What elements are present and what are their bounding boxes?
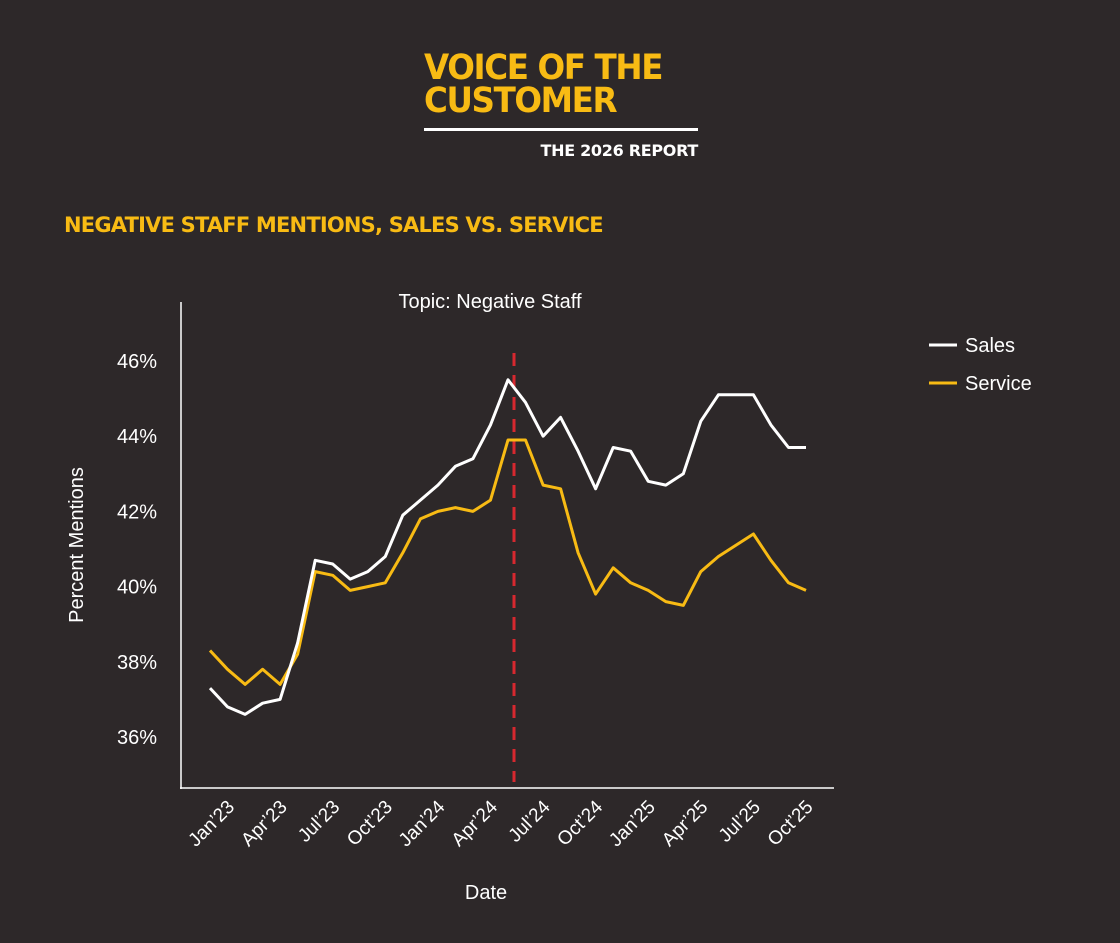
section-title: NEGATIVE STAFF MENTIONS, SALES VS. SERVI… bbox=[64, 213, 604, 237]
brand-title-line2: CUSTOMER bbox=[424, 81, 618, 121]
y-axis-label: Percent Mentions bbox=[66, 467, 88, 623]
y-tick-label: 46% bbox=[117, 351, 157, 373]
legend-label: Service bbox=[965, 373, 1032, 395]
y-tick-label: 40% bbox=[117, 577, 157, 599]
x-axis-label: Date bbox=[465, 882, 507, 904]
x-tick-label: Jan’23 bbox=[185, 797, 239, 851]
x-tick-label: Apr’23 bbox=[237, 797, 291, 851]
y-tick-label: 42% bbox=[117, 501, 157, 523]
x-tick-label: Jul’25 bbox=[715, 797, 765, 847]
x-tick-label: Apr’24 bbox=[448, 796, 502, 850]
x-tick-label: Jan’25 bbox=[605, 797, 659, 851]
y-tick-label: 36% bbox=[117, 727, 157, 749]
chart-title: Topic: Negative Staff bbox=[398, 291, 582, 313]
brand-title-line1: VOICE OF THE bbox=[424, 48, 663, 88]
series-line-service bbox=[208, 438, 807, 686]
x-tick-label: Oct’23 bbox=[343, 797, 397, 851]
x-tick-label: Oct’25 bbox=[764, 797, 818, 851]
brand-subtitle: THE 2026 REPORT bbox=[540, 141, 698, 160]
x-tick-label: Jul’24 bbox=[505, 796, 555, 846]
x-tick-label: Apr’25 bbox=[658, 797, 712, 851]
y-tick-label: 38% bbox=[117, 652, 157, 674]
y-tick-label: 44% bbox=[117, 426, 157, 448]
brand-logo: VOICE OF THE CUSTOMER THE 2026 REPORT bbox=[424, 48, 698, 160]
series-line-sales bbox=[208, 378, 806, 716]
legend-label: Sales bbox=[965, 335, 1015, 357]
brand-divider bbox=[424, 128, 698, 131]
x-tick-label: Jul’23 bbox=[294, 797, 344, 847]
x-tick-label: Oct’24 bbox=[553, 796, 607, 850]
x-tick-label: Jan’24 bbox=[395, 796, 450, 851]
